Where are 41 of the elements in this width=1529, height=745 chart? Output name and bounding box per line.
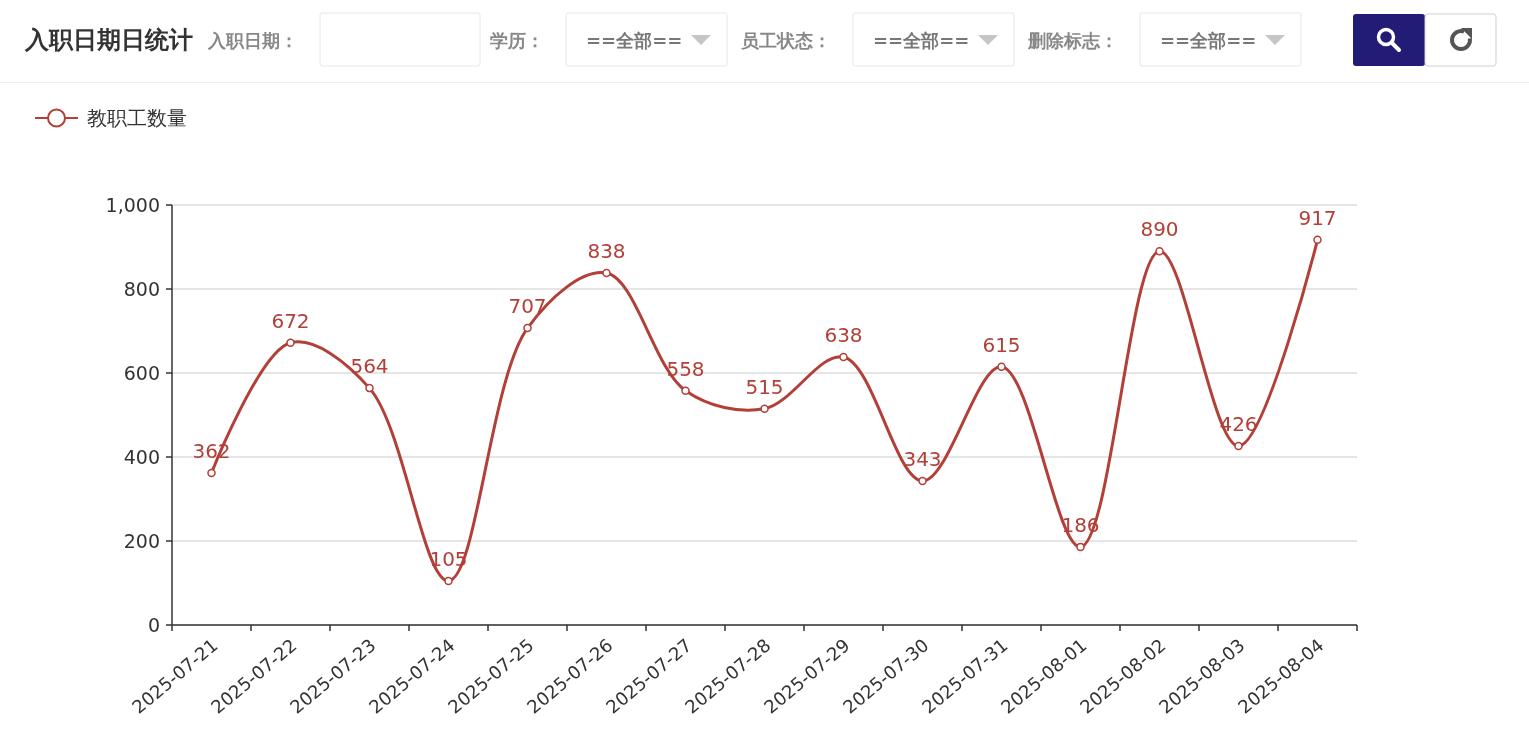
point (681, 386, 690, 395)
y-tick-label: 1,000 (105, 194, 160, 216)
point (286, 338, 295, 348)
point (997, 362, 1006, 371)
data-label: 838 (587, 239, 626, 264)
data-label: 672 (271, 308, 310, 333)
y-tick-label: 0 (147, 614, 160, 636)
point (1313, 235, 1322, 245)
legend-label: 教职工数量 (87, 106, 187, 130)
y-tick-label: 800 (123, 278, 160, 300)
text: 员工状态： (740, 29, 831, 51)
data-label: 707 (508, 294, 547, 319)
data-label: 564 (350, 354, 389, 379)
data-label: 558 (666, 356, 705, 381)
point (207, 468, 216, 478)
data-label: 615 (982, 332, 1021, 357)
data-label: 890 (1140, 217, 1179, 242)
y-tick-label: 200 (123, 530, 160, 552)
text: ==全部== (1160, 29, 1257, 51)
data-label: 638 (824, 323, 863, 348)
y-tick-label: 400 (123, 446, 160, 468)
chart-title: 入职日期日统计 (24, 26, 193, 54)
text: 删除标志： (1027, 29, 1118, 51)
point (760, 404, 769, 413)
point (918, 476, 927, 486)
point (839, 352, 848, 362)
point (602, 268, 611, 278)
text: ==全部== (873, 29, 970, 51)
y-tick-label: 600 (123, 362, 160, 384)
point (1076, 542, 1085, 552)
point (365, 383, 374, 393)
data-label: 917 (1298, 205, 1337, 230)
point (1234, 441, 1243, 451)
point (444, 576, 453, 586)
point (523, 323, 532, 333)
point (1155, 246, 1164, 256)
data-label: 343 (903, 446, 942, 471)
data-label: 515 (745, 374, 784, 399)
text: 入职日期： (207, 29, 298, 51)
text: 学历： (490, 29, 544, 51)
text: ==全部== (586, 29, 683, 51)
